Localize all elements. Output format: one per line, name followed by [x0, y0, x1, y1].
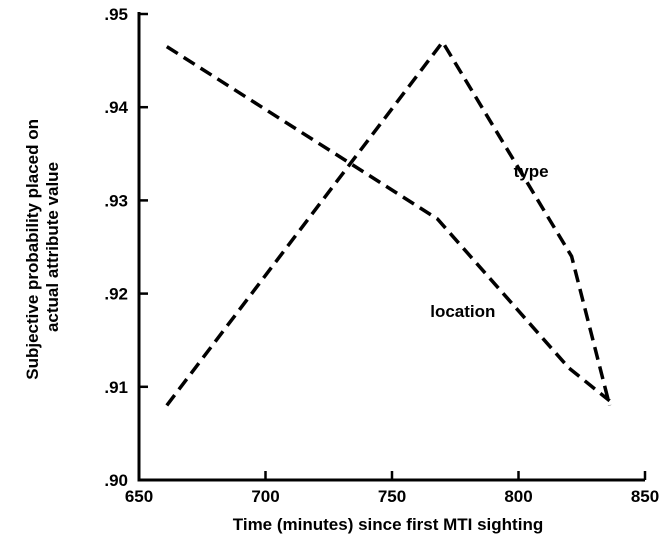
x-tick-label: 700 [251, 487, 279, 506]
series-layer [165, 38, 612, 407]
x-axis-ticks: 650 700 750 800 850 [125, 471, 659, 506]
x-tick-label: 850 [631, 487, 659, 506]
plot-frame [137, 12, 645, 482]
y-tick-label: .90 [104, 471, 128, 490]
y-tick-label: .94 [104, 98, 128, 117]
series-line-location [165, 45, 611, 403]
y-axis-ticks: .90 .91 .92 .93 .94 .95 [104, 5, 148, 490]
series-label-location: location [430, 302, 495, 321]
x-tick-label: 650 [125, 487, 153, 506]
x-axis-label: Time (minutes) since first MTI sighting [233, 515, 543, 534]
y-tick-label: .92 [104, 285, 128, 304]
y-tick-label: .93 [104, 191, 128, 210]
x-tick-label: 800 [504, 487, 532, 506]
y-tick-label: .95 [104, 5, 128, 24]
y-axis-label-line-1: Subjective probability placed on [23, 119, 42, 380]
series-labels: type location [430, 162, 548, 321]
y-axis-label: Subjective probability placed on actual … [23, 114, 62, 379]
series-line-type [165, 38, 612, 407]
series-label-type: type [514, 162, 549, 181]
y-axis-label-line-2: actual attribute value [43, 162, 62, 332]
x-tick-label: 750 [378, 487, 406, 506]
y-tick-label: .91 [104, 378, 128, 397]
